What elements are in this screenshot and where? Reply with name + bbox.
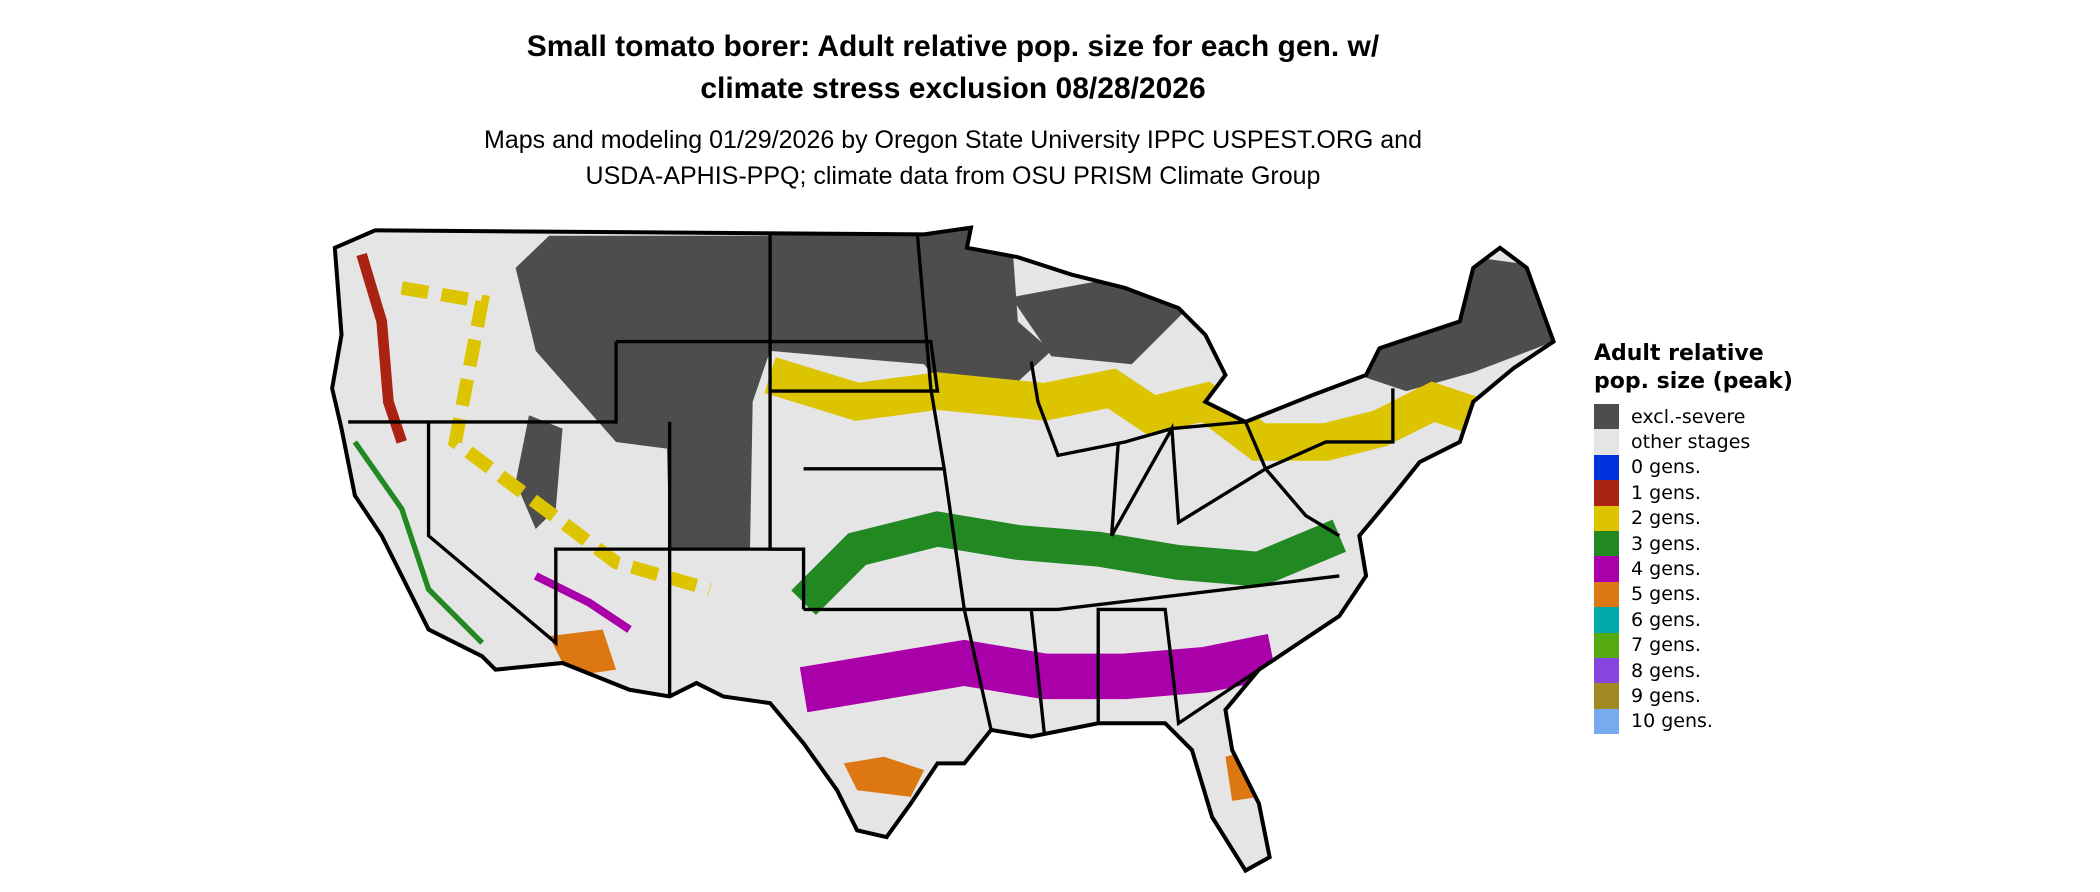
legend-item: other stages — [1594, 429, 1794, 455]
legend-item: 0 gens. — [1594, 454, 1794, 481]
legend-item: 6 gens. — [1594, 607, 1794, 633]
legend-item: 9 gens. — [1594, 683, 1794, 709]
band-3-gens-west — [352, 440, 485, 645]
excl-region-west-patch — [515, 415, 563, 530]
patch-5-gens-tx — [843, 756, 925, 797]
state-border-line — [942, 468, 1340, 612]
legend-label: 0 gens. — [1631, 456, 1701, 479]
state-border-line — [1109, 422, 1341, 538]
legend-label: other stages — [1631, 431, 1751, 454]
band-2-gens-north — [764, 357, 1480, 461]
title-line-1: Small tomato borer: Adult relative pop. … — [526, 30, 1380, 63]
legend-swatch — [1594, 632, 1619, 658]
legend-item: 10 gens. — [1594, 708, 1794, 735]
legend-swatch — [1594, 708, 1619, 735]
legend-items: excl.-severe other stages 0 gens. 1 gens. 2 … — [1594, 404, 1794, 735]
legend-swatch — [1594, 683, 1619, 709]
legend-title: Adult relative pop. size (peak) — [1594, 341, 1793, 394]
state-border-line — [426, 421, 804, 647]
legend-label: 8 gens. — [1631, 659, 1701, 682]
legend-swatch — [1594, 556, 1619, 582]
legend-label: excl.-severe — [1631, 405, 1746, 428]
state-border-line — [803, 234, 947, 471]
legend-swatch — [1594, 454, 1619, 481]
legend-label: 3 gens. — [1631, 532, 1701, 555]
title-line-2: climate stress exclusion 08/28/2026 — [700, 72, 1206, 105]
legend-label: 7 gens. — [1631, 634, 1701, 657]
legend-label: 9 gens. — [1631, 684, 1701, 707]
legend-label: 4 gens. — [1631, 558, 1701, 581]
legend-label: 1 gens. — [1631, 481, 1701, 504]
legend-item: 1 gens. — [1594, 480, 1794, 506]
state-border-line — [1029, 361, 1395, 471]
legend-swatch — [1594, 480, 1619, 506]
legend-swatch — [1594, 429, 1619, 455]
legend-swatch — [1594, 505, 1619, 531]
legend-swatch — [1594, 607, 1619, 633]
legend: Adult relative pop. size (peak) excl.-se… — [1594, 340, 1794, 735]
state-border-line — [616, 339, 940, 393]
map-title: Small tomato borer: Adult relative pop. … — [0, 26, 1906, 110]
legend-label: 10 gens. — [1631, 710, 1713, 733]
legend-item: 2 gens. — [1594, 505, 1794, 531]
subtitle-line-2: USDA-APHIS-PPQ; climate data from OSU PR… — [585, 162, 1321, 190]
band-4-gens-sw — [533, 572, 632, 633]
band-4-gens — [799, 633, 1277, 713]
map-subtitle: Maps and modeling 01/29/2026 by Oregon S… — [0, 122, 1906, 194]
legend-swatch — [1594, 657, 1619, 684]
legend-item: 4 gens. — [1594, 556, 1794, 582]
legend-swatch — [1594, 581, 1619, 608]
legend-label: 6 gens. — [1631, 608, 1701, 631]
excl-region-new-england — [1366, 257, 1554, 392]
band-3-gens — [791, 511, 1346, 616]
band-2-gens-west — [400, 281, 712, 596]
subtitle-line-1: Maps and modeling 01/29/2026 by Oregon S… — [484, 126, 1422, 154]
legend-item: 3 gens. — [1594, 530, 1794, 557]
state-border-line — [348, 341, 618, 424]
legend-swatch — [1594, 404, 1619, 430]
us-outline — [330, 225, 1556, 874]
legend-item: excl.-severe — [1594, 404, 1794, 430]
excl-region-upper-midwest — [1011, 278, 1186, 365]
legend-item: 8 gens. — [1594, 657, 1794, 684]
legend-item: 7 gens. — [1594, 632, 1794, 658]
map-layers — [348, 227, 1554, 801]
legend-swatch — [1594, 530, 1619, 557]
legend-label: 5 gens. — [1631, 583, 1701, 606]
legend-item: 5 gens. — [1594, 581, 1794, 608]
excl-region-rockies — [515, 235, 771, 550]
legend-label: 2 gens. — [1631, 507, 1701, 530]
